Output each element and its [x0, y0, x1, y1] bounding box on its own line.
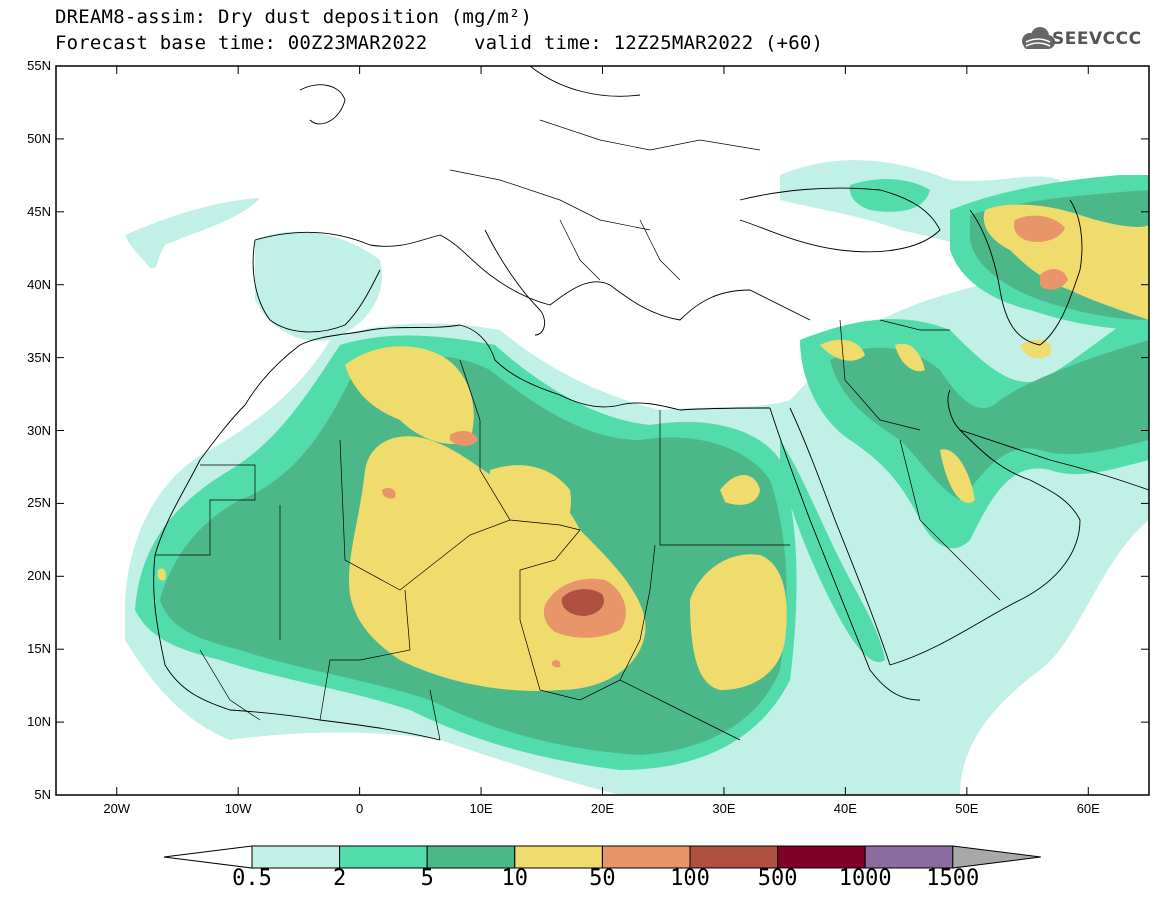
- dust-field: [125, 160, 1149, 795]
- axis-ticks: [56, 65, 1149, 796]
- colorbar-segment: [777, 845, 866, 869]
- colorbar-level-label: 500: [757, 866, 798, 891]
- colorbar-level-label: 1500: [926, 866, 980, 891]
- contour-10-persian-gulf: [1020, 339, 1051, 359]
- contour-10-algeria: [345, 346, 474, 444]
- colorbar-level-label: 5: [420, 866, 434, 891]
- contour-10-iraq: [820, 339, 975, 503]
- colorbar-lower-arrow: [163, 845, 253, 869]
- lon-label: 20W: [103, 801, 131, 816]
- colorbar-upper-arrow: [952, 845, 1041, 869]
- contour-0-5-iberia: [255, 231, 382, 341]
- contour-10-africa-coast: [157, 568, 166, 581]
- contour-10-libya: [490, 465, 571, 550]
- colorbar-segment: [339, 845, 428, 869]
- colorbar-level-label: 100: [670, 866, 710, 891]
- contour-2-turkey: [849, 178, 930, 212]
- lon-label: 20E: [590, 801, 615, 816]
- colorbar-level-label: 1000: [838, 866, 892, 891]
- colorbar-level-label: 10: [501, 866, 529, 891]
- lat-label: 30N: [27, 422, 51, 438]
- lat-label: 10N: [27, 714, 51, 730]
- lon-label: 50E: [955, 801, 979, 816]
- colorbar-level-label: 0.5: [232, 866, 272, 891]
- map-title: DREAM8-assim: Dry dust deposition (mg/m²…: [55, 6, 533, 28]
- colorbar-segment: [601, 845, 691, 869]
- contour-50-caspian: [1013, 215, 1068, 290]
- contour-50-chad-south: [551, 659, 561, 668]
- lon-label: 40E: [833, 801, 857, 816]
- contour-2-red-sea: [780, 440, 885, 662]
- lon-label: 10W: [224, 801, 252, 816]
- colorbar-segment: [689, 845, 779, 869]
- lon-label: 0: [355, 801, 364, 816]
- contour-100-chad: [561, 589, 605, 616]
- colorbar-level-label: 2: [332, 866, 347, 891]
- lat-label: 50N: [27, 130, 51, 146]
- colorbar-segment: [251, 845, 341, 869]
- lat-label: 20N: [27, 568, 51, 584]
- lon-label: 30E: [712, 801, 736, 816]
- cloud-logo-icon: [1022, 27, 1055, 49]
- forecast-time-subtitle: Forecast base time: 00Z23MAR2022 valid t…: [55, 32, 824, 54]
- lat-label: 15N: [27, 641, 51, 657]
- colorbar-segment: [514, 845, 603, 869]
- colorbar-segment: [864, 845, 954, 869]
- contour-10-sudan: [690, 554, 787, 690]
- lat-label: 35N: [27, 349, 51, 365]
- lon-label: 60E: [1076, 801, 1100, 816]
- colorbar-level-label: 50: [589, 866, 616, 891]
- country-borders: [155, 119, 1001, 741]
- contour-10-egypt: [720, 475, 760, 505]
- logo-text: SEEVCCC: [1052, 29, 1142, 49]
- lat-label: 55N: [27, 58, 51, 73]
- contour-50-algeria: [382, 430, 478, 499]
- lat-label: 45N: [27, 203, 51, 219]
- lat-label: 40N: [27, 276, 51, 292]
- colorbar-segment: [426, 845, 516, 869]
- contour-5-arabia: [830, 340, 1149, 500]
- lat-label: 5N: [34, 787, 51, 802]
- coastlines: [153, 66, 1149, 741]
- lat-label: 25N: [27, 495, 51, 511]
- contour-0-5-atlantic: [125, 198, 260, 269]
- lon-label: 10E: [469, 801, 493, 816]
